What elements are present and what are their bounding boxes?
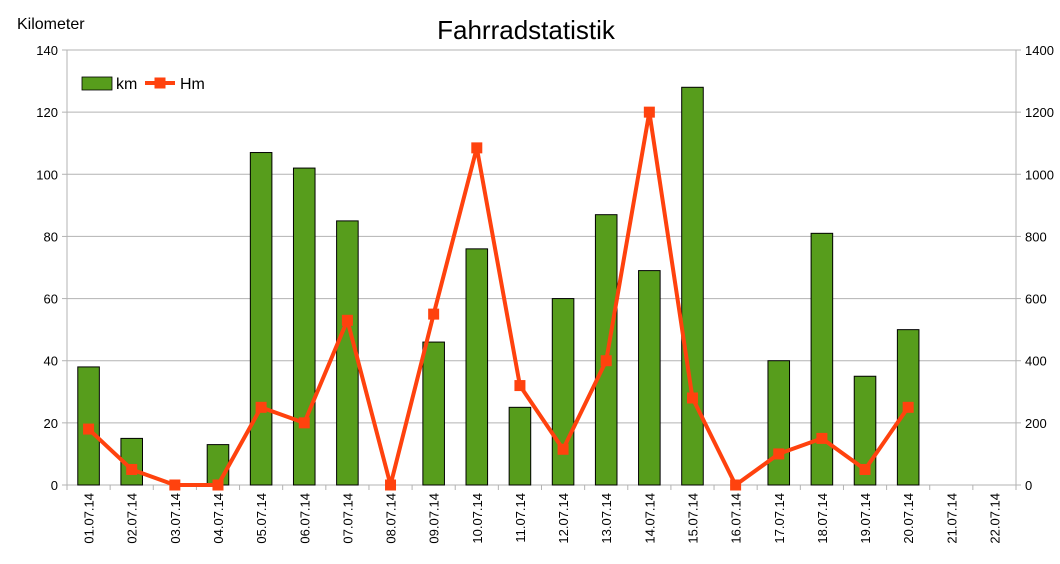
km-bar	[422, 341, 445, 486]
y-tick-label: 120	[36, 105, 58, 120]
y2-tick-label: 1200	[1025, 105, 1054, 120]
grid	[67, 49, 1016, 486]
x-tick-label: 16.07.14	[729, 493, 744, 544]
y2-tick-label: 400	[1025, 354, 1047, 369]
hm-point	[212, 479, 224, 491]
legend-km-swatch	[81, 76, 113, 91]
hm-point	[686, 392, 698, 404]
y2-tick-label: 1000	[1025, 167, 1054, 182]
x-tick-label: 02.07.14	[125, 493, 140, 544]
x-tick-label: 18.07.14	[815, 493, 830, 544]
legend: km Hm	[81, 76, 205, 93]
x-tick-label: 19.07.14	[858, 493, 873, 544]
y2-tick-label: 600	[1025, 292, 1047, 307]
km-bar	[638, 270, 661, 486]
x-tick-label: 01.07.14	[82, 493, 97, 544]
x-tick-label: 07.07.14	[340, 493, 355, 544]
km-bar	[336, 220, 359, 486]
x-tick-label: 15.07.14	[685, 493, 700, 544]
hm-point	[385, 479, 397, 491]
x-tick-label: 04.07.14	[211, 493, 226, 544]
y2-tick-label: 800	[1025, 229, 1047, 244]
hm-point	[169, 479, 181, 491]
x-tick-label: 17.07.14	[772, 493, 787, 544]
km-bar	[853, 375, 877, 486]
x-tick-label: 09.07.14	[427, 493, 442, 544]
y-tick-label: 140	[36, 43, 58, 58]
y-tick-label: 100	[36, 167, 58, 182]
km-bar	[681, 86, 704, 486]
km-bars	[77, 86, 920, 486]
axes: 0 0 20 200 40 400 60 600 80 800 100 1000 120 1200 140 1…	[36, 43, 1054, 544]
km-bar	[810, 232, 834, 486]
km-bar	[249, 152, 273, 486]
hm-line	[83, 106, 914, 491]
hm-point	[83, 423, 95, 435]
legend-hm-marker	[154, 77, 166, 89]
x-tick-label: 13.07.14	[599, 493, 614, 544]
y-tick-label: 20	[44, 416, 58, 431]
km-bar	[292, 167, 316, 486]
y2-tick-label: 200	[1025, 416, 1047, 431]
hm-point	[298, 417, 310, 429]
legend-km-label: km	[116, 76, 137, 93]
y-tick-label: 60	[44, 292, 58, 307]
y2-tick-label: 0	[1025, 478, 1032, 493]
hm-point	[730, 479, 742, 491]
hm-point	[471, 142, 483, 154]
hm-point	[643, 106, 655, 118]
x-tick-label: 14.07.14	[642, 493, 657, 544]
km-bar	[206, 444, 230, 486]
hm-point	[514, 380, 526, 392]
y-tick-label: 0	[51, 478, 58, 493]
x-tick-label: 08.07.14	[384, 493, 399, 544]
chart-title: Fahrradstatistik	[437, 15, 616, 45]
y-tick-label: 80	[44, 229, 58, 244]
km-bar	[767, 360, 791, 486]
hm-point	[600, 355, 612, 367]
legend-hm-label: Hm	[180, 76, 205, 93]
km-bar	[465, 248, 489, 486]
hm-point	[341, 314, 353, 326]
x-tick-label: 22.07.14	[987, 493, 1002, 544]
x-tick-label: 21.07.14	[944, 493, 959, 544]
hm-point	[902, 401, 914, 413]
hm-point	[255, 401, 267, 413]
hm-point	[816, 432, 828, 444]
y-axis-label: Kilometer	[17, 16, 85, 33]
hm-point	[859, 463, 871, 475]
x-tick-label: 11.07.14	[513, 493, 528, 543]
x-tick-label: 06.07.14	[297, 493, 312, 544]
x-tick-label: 05.07.14	[254, 493, 269, 544]
hm-point	[428, 308, 440, 320]
km-bar	[508, 406, 532, 486]
x-tick-label: 03.07.14	[168, 493, 183, 544]
km-bar	[551, 298, 575, 486]
hm-point	[773, 448, 785, 460]
y2-tick-label: 1400	[1025, 43, 1054, 58]
hm-point	[557, 443, 569, 455]
x-tick-label: 12.07.14	[556, 493, 571, 544]
x-tick-label: 20.07.14	[901, 493, 916, 544]
hm-point	[126, 463, 138, 475]
hm-line-path	[87, 110, 910, 487]
x-tick-label: 10.07.14	[470, 493, 485, 544]
y-tick-label: 40	[44, 354, 58, 369]
